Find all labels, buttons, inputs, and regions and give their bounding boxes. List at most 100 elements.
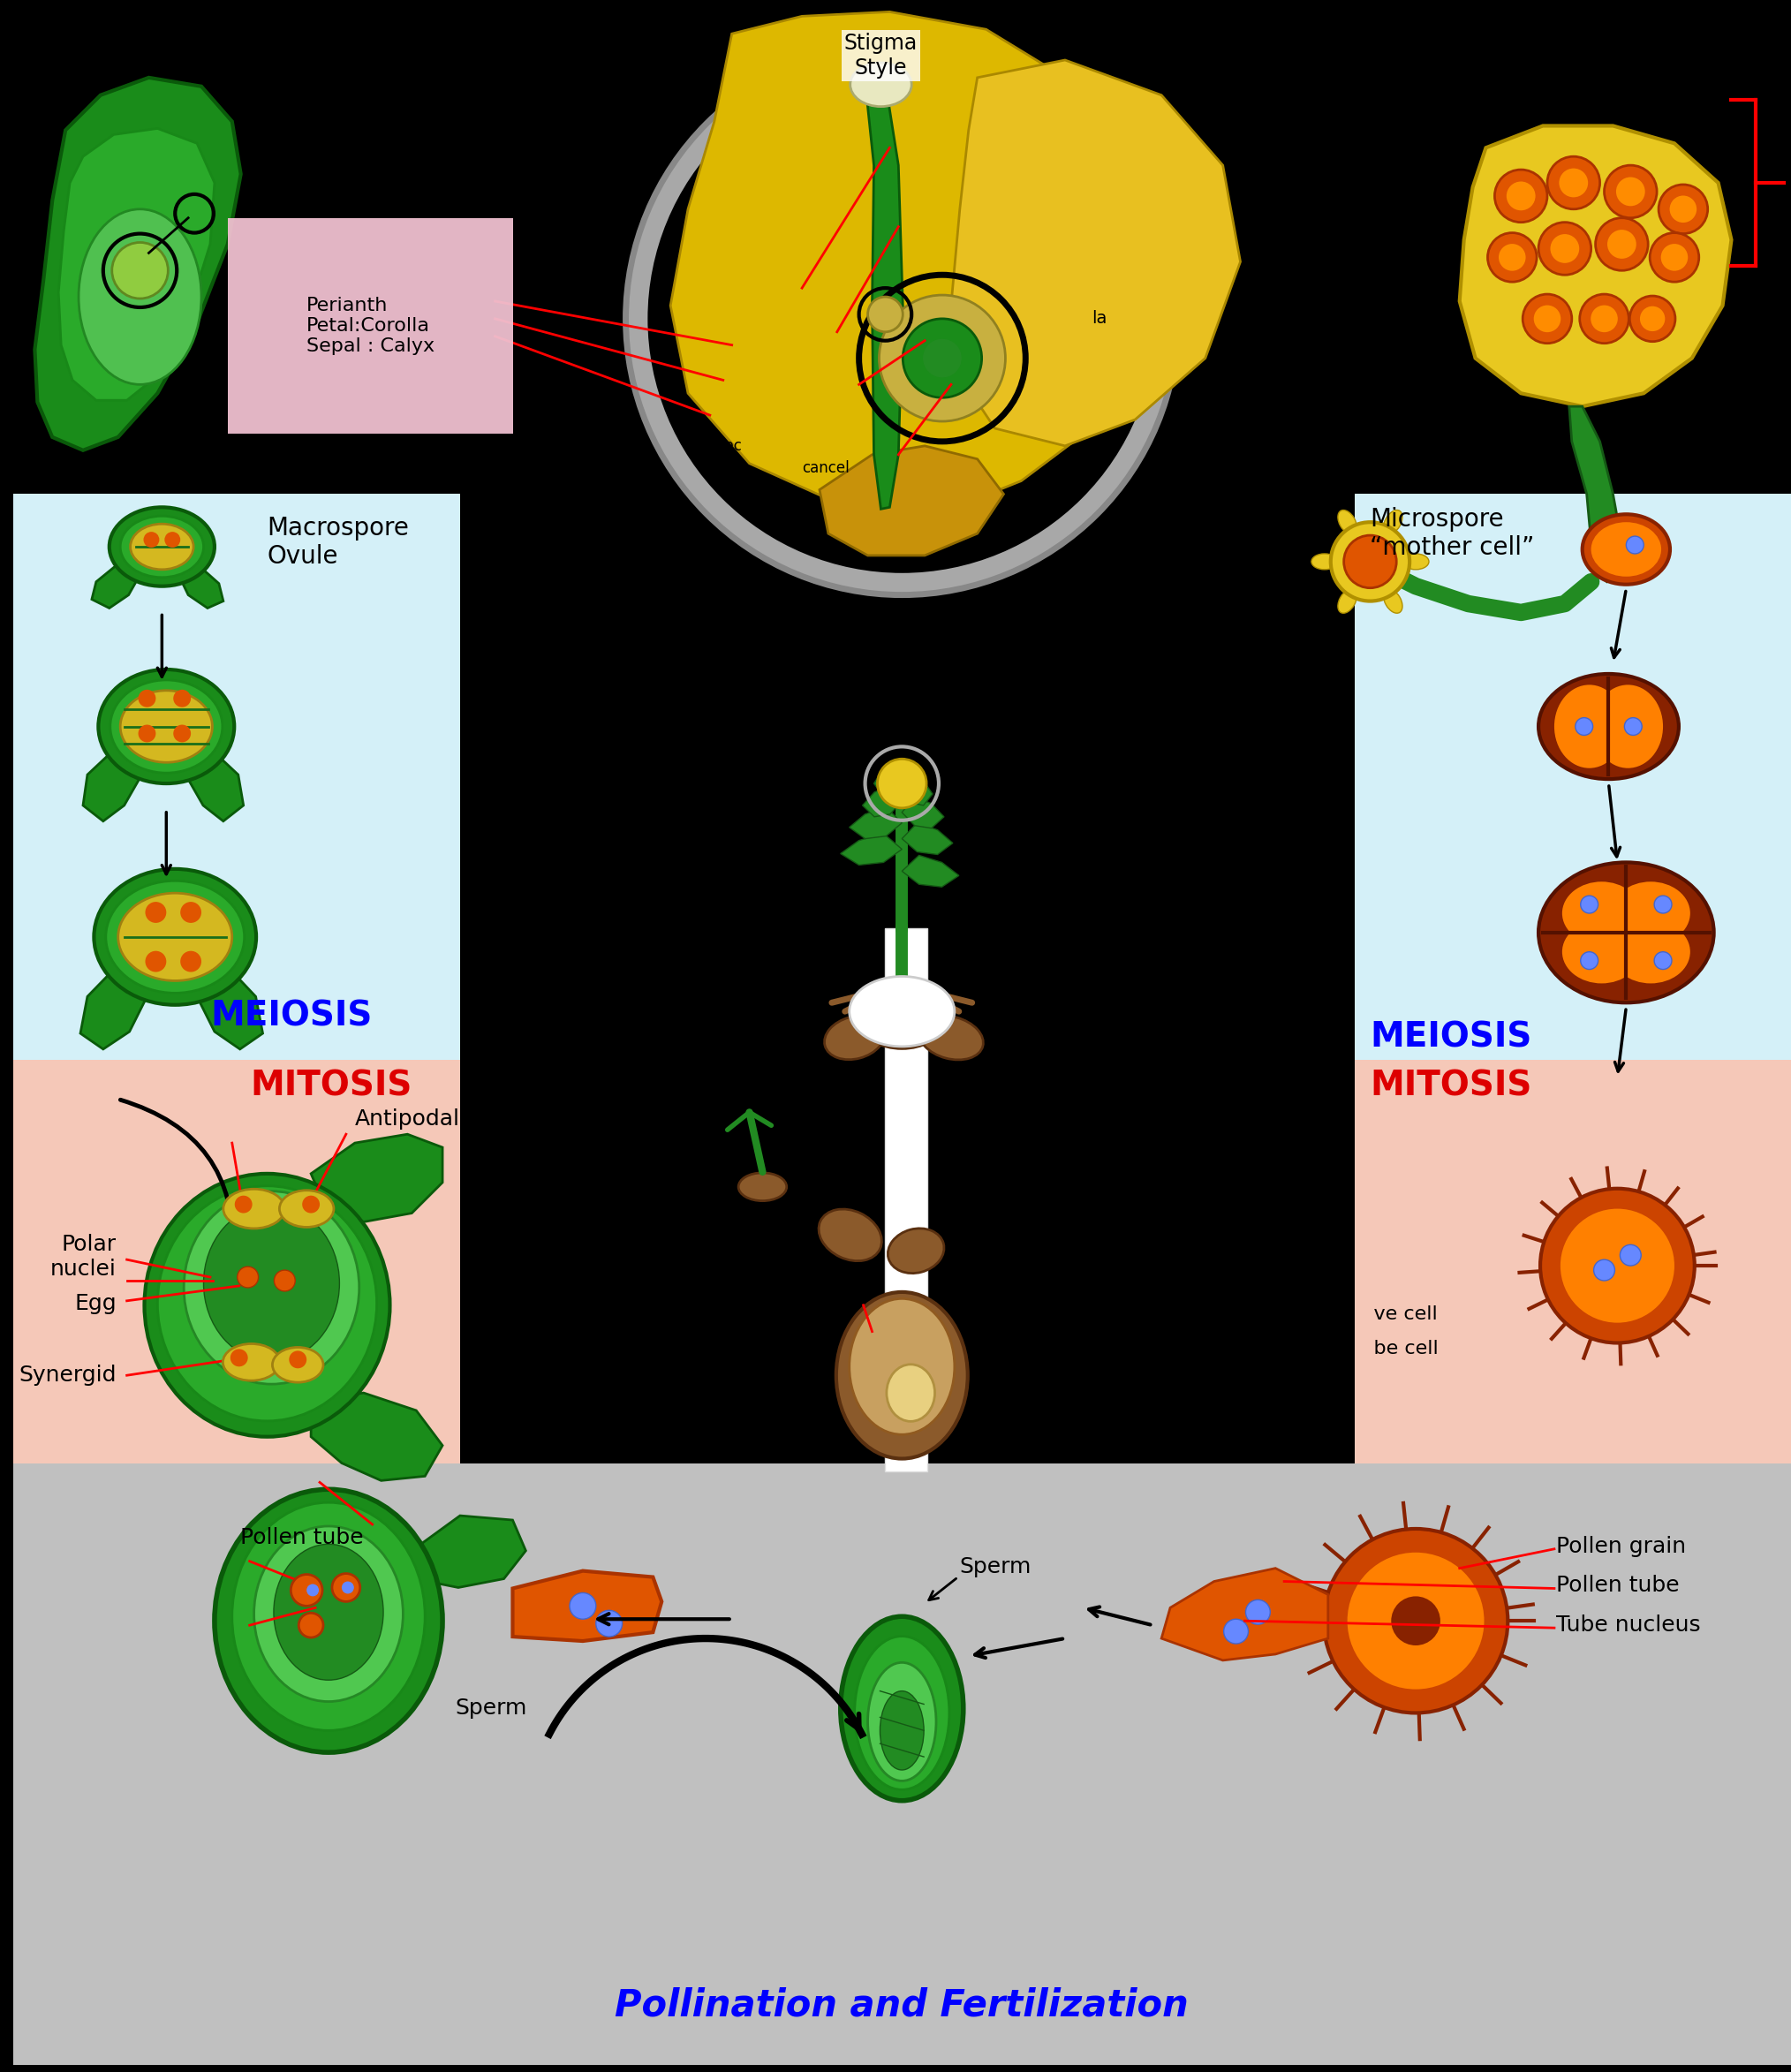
Circle shape — [1660, 244, 1687, 271]
FancyBboxPatch shape — [1354, 1059, 1791, 1463]
Circle shape — [1331, 522, 1410, 601]
Circle shape — [1343, 535, 1397, 588]
Polygon shape — [874, 762, 903, 796]
Circle shape — [138, 725, 156, 742]
Ellipse shape — [79, 209, 201, 385]
Circle shape — [331, 1573, 360, 1602]
Circle shape — [174, 725, 192, 742]
Circle shape — [1607, 230, 1637, 259]
Ellipse shape — [224, 1189, 285, 1229]
Circle shape — [290, 1575, 322, 1606]
Polygon shape — [1569, 406, 1623, 582]
Ellipse shape — [158, 1185, 376, 1421]
Ellipse shape — [272, 1347, 322, 1382]
Polygon shape — [1460, 126, 1732, 406]
Ellipse shape — [131, 524, 193, 570]
Circle shape — [165, 533, 181, 547]
Circle shape — [1626, 537, 1644, 553]
Polygon shape — [91, 562, 140, 607]
Circle shape — [231, 1349, 247, 1368]
Polygon shape — [59, 128, 215, 400]
FancyBboxPatch shape — [885, 928, 928, 1471]
Text: ve cell: ve cell — [1370, 1305, 1438, 1322]
Ellipse shape — [840, 1616, 964, 1801]
Circle shape — [596, 1610, 621, 1637]
Ellipse shape — [1338, 588, 1358, 613]
Polygon shape — [34, 77, 240, 450]
Ellipse shape — [118, 893, 233, 980]
Circle shape — [303, 1196, 321, 1212]
Circle shape — [138, 690, 156, 707]
Circle shape — [1551, 234, 1580, 263]
FancyBboxPatch shape — [13, 1463, 1791, 2064]
Ellipse shape — [1538, 673, 1678, 779]
Ellipse shape — [222, 1345, 279, 1380]
Text: cancel: cancel — [802, 460, 849, 477]
FancyBboxPatch shape — [13, 493, 460, 1059]
Ellipse shape — [1562, 920, 1641, 984]
Circle shape — [1669, 195, 1696, 222]
Circle shape — [145, 951, 167, 972]
Ellipse shape — [145, 1173, 390, 1436]
Ellipse shape — [1338, 510, 1358, 535]
Circle shape — [1658, 184, 1707, 234]
Ellipse shape — [254, 1527, 403, 1701]
Ellipse shape — [1538, 862, 1714, 1003]
Ellipse shape — [824, 1015, 885, 1059]
Text: MITOSIS: MITOSIS — [1370, 1069, 1531, 1102]
Text: Tube nucleus: Tube nucleus — [1556, 1614, 1700, 1637]
Ellipse shape — [109, 508, 215, 586]
Text: Nec: Nec — [715, 437, 743, 454]
Ellipse shape — [1581, 514, 1669, 584]
Ellipse shape — [233, 1502, 424, 1730]
Text: la: la — [1091, 311, 1107, 327]
Ellipse shape — [120, 690, 213, 762]
Ellipse shape — [106, 881, 244, 992]
Text: Stigma
Style: Stigma Style — [844, 33, 917, 79]
Circle shape — [1495, 170, 1547, 222]
Ellipse shape — [888, 1229, 944, 1274]
Text: Pollination and Fertilization: Pollination and Fertilization — [614, 1987, 1189, 2024]
Polygon shape — [512, 1571, 661, 1641]
FancyBboxPatch shape — [1354, 493, 1791, 1059]
Text: Sperm: Sperm — [960, 1556, 1032, 1577]
Circle shape — [1594, 1260, 1615, 1280]
Circle shape — [1506, 182, 1535, 211]
Ellipse shape — [879, 1691, 924, 1769]
Ellipse shape — [111, 680, 222, 773]
Polygon shape — [903, 773, 933, 806]
Circle shape — [181, 901, 201, 922]
Text: Pollen tube: Pollen tube — [1556, 1575, 1680, 1595]
Circle shape — [1581, 895, 1598, 914]
Ellipse shape — [1311, 553, 1338, 570]
Polygon shape — [186, 748, 244, 821]
Text: Pollen grain: Pollen grain — [1556, 1535, 1685, 1556]
Text: MEIOSIS: MEIOSIS — [210, 999, 373, 1032]
Ellipse shape — [738, 1173, 786, 1202]
Circle shape — [878, 758, 926, 808]
Text: Microspore
“mother cell”: Microspore “mother cell” — [1370, 508, 1535, 559]
Ellipse shape — [279, 1189, 333, 1227]
Circle shape — [1347, 1552, 1485, 1689]
Polygon shape — [840, 833, 903, 864]
Ellipse shape — [120, 516, 204, 578]
Circle shape — [1630, 296, 1675, 342]
Polygon shape — [820, 445, 1003, 555]
Text: MEIOSIS: MEIOSIS — [1370, 1021, 1531, 1055]
Ellipse shape — [1612, 920, 1691, 984]
Circle shape — [922, 340, 962, 377]
Circle shape — [1621, 1245, 1641, 1266]
Polygon shape — [177, 562, 224, 607]
Ellipse shape — [818, 1210, 881, 1262]
Circle shape — [903, 319, 981, 398]
Polygon shape — [865, 77, 903, 510]
Text: Pollen tube: Pollen tube — [240, 1527, 364, 1548]
Polygon shape — [863, 785, 903, 816]
Text: Polar
nuclei: Polar nuclei — [50, 1235, 116, 1280]
Ellipse shape — [1590, 522, 1662, 576]
Circle shape — [1560, 1208, 1675, 1322]
Circle shape — [1223, 1618, 1248, 1643]
Ellipse shape — [1555, 686, 1624, 769]
Circle shape — [238, 1266, 258, 1287]
Text: Macrospore
Ovule: Macrospore Ovule — [267, 516, 408, 570]
